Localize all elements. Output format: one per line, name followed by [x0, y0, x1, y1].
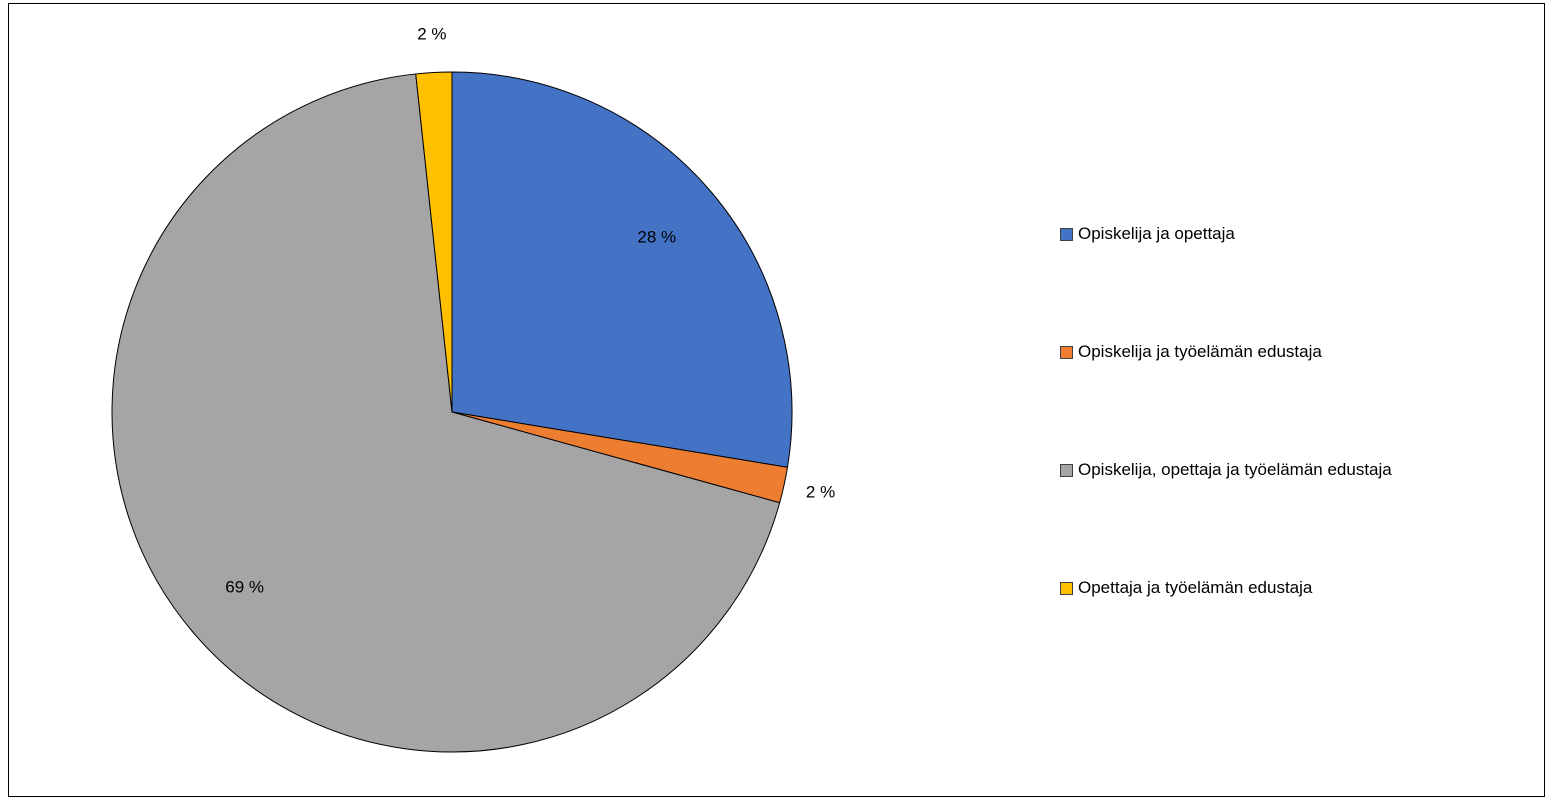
data-label: 28 %: [637, 228, 676, 247]
legend-label: Opiskelija, opettaja ja työelämän edusta…: [1078, 460, 1392, 479]
legend-swatch: [1060, 227, 1073, 241]
legend-item-opiskelija-tyoelama: Opiskelija ja työelämän edustaja: [1060, 332, 1500, 372]
chart-area: 28 % 2 % 69 % 2 % Opiskelija ja opettaja Op…: [8, 3, 1545, 797]
legend-label: Opiskelija ja työelämän edustaja: [1078, 342, 1322, 361]
legend-swatch: [1060, 345, 1073, 359]
legend-swatch: [1060, 581, 1073, 595]
legend-item-opettaja-tyoelama: Opettaja ja työelämän edustaja: [1060, 568, 1500, 608]
slice-opettaja-tyoelama: [415, 71, 453, 413]
legend-item-opiskelija-opettaja-tyoelama: Opiskelija, opettaja ja työelämän edusta…: [1060, 450, 1500, 490]
legend-label: Opettaja ja työelämän edustaja: [1078, 578, 1313, 597]
data-label: 2 %: [806, 483, 835, 502]
slice-opiskelija-opettaja: [451, 71, 793, 468]
data-label: 69 %: [225, 577, 264, 596]
pie-chart: 28 % 2 % 69 % 2 %: [111, 25, 835, 753]
legend-label: Opiskelija ja opettaja: [1078, 224, 1235, 243]
legend-swatch: [1060, 463, 1073, 477]
legend-item-opiskelija-opettaja: Opiskelija ja opettaja: [1060, 214, 1500, 254]
data-label: 2 %: [417, 25, 446, 44]
legend: Opiskelija ja opettaja Opiskelija ja työ…: [1060, 214, 1500, 686]
slice-opiskelija-opettaja-tyoelama: [111, 73, 781, 753]
